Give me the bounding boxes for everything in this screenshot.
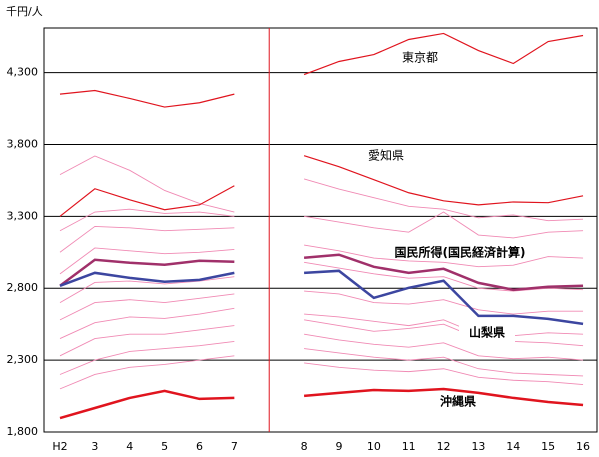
series-line: [59, 293, 235, 321]
x-tick-label: 10: [367, 440, 381, 453]
x-tick-label: 4: [126, 440, 133, 453]
series-line: [59, 258, 235, 287]
series-line: [59, 276, 235, 303]
x-tick-label: 9: [335, 440, 342, 453]
series-line: [304, 261, 584, 292]
series-line: [304, 333, 584, 361]
series-line: [59, 155, 235, 213]
series-line: [303, 155, 584, 206]
series-line: [59, 355, 235, 390]
x-tick-label: 5: [161, 440, 168, 453]
series-line: [304, 313, 584, 337]
series-line: [304, 211, 584, 239]
series-line: [59, 247, 235, 275]
series-line: [304, 290, 584, 315]
series-line: [304, 269, 584, 326]
series-line: [304, 362, 584, 386]
series-line: [303, 387, 584, 407]
x-tick-label: 16: [576, 440, 590, 453]
y-tick-label: 2,300: [7, 353, 39, 366]
y-unit-label: 千円/人: [6, 5, 43, 18]
y-tick-label: 4,300: [7, 66, 39, 79]
x-tick-label: 11: [402, 440, 416, 453]
x-tick-label: 7: [231, 440, 238, 453]
x-tick-label: H2: [52, 440, 67, 453]
x-tick-label: 12: [437, 440, 451, 453]
series-label: 東京都: [402, 51, 438, 65]
series-line: [59, 185, 235, 217]
series-line: [304, 319, 584, 347]
x-tick-label: 14: [506, 440, 520, 453]
x-tick-label: 8: [301, 440, 308, 453]
series-line: [59, 225, 235, 253]
series-label: 沖縄県: [440, 394, 476, 409]
series-label: 山梨県: [469, 325, 505, 340]
label-box: [459, 322, 515, 344]
series-line: [304, 244, 584, 268]
series-line: [303, 32, 584, 76]
series-line: [59, 307, 235, 339]
series-line: [303, 178, 584, 222]
series-line: [59, 271, 235, 287]
series-line: [59, 89, 235, 108]
y-tick-label: 1,800: [7, 425, 39, 438]
x-tick-label: 15: [541, 440, 555, 453]
x-tick-label: 6: [196, 440, 203, 453]
x-tick-label: 3: [91, 440, 98, 453]
x-tick-label: 13: [471, 440, 485, 453]
series-line: [59, 340, 235, 375]
series-line: [303, 253, 584, 292]
series-line: [59, 389, 235, 420]
series-label: 国民所得(国民経済計算): [395, 245, 526, 260]
y-tick-label: 3,800: [7, 137, 39, 150]
series-line: [304, 348, 584, 377]
series-line: [59, 208, 235, 232]
series-line: [59, 325, 235, 357]
y-tick-label: 2,800: [7, 281, 39, 294]
y-tick-label: 3,300: [7, 209, 39, 222]
plot-frame: [43, 27, 598, 433]
series-label: 愛知県: [368, 149, 404, 163]
